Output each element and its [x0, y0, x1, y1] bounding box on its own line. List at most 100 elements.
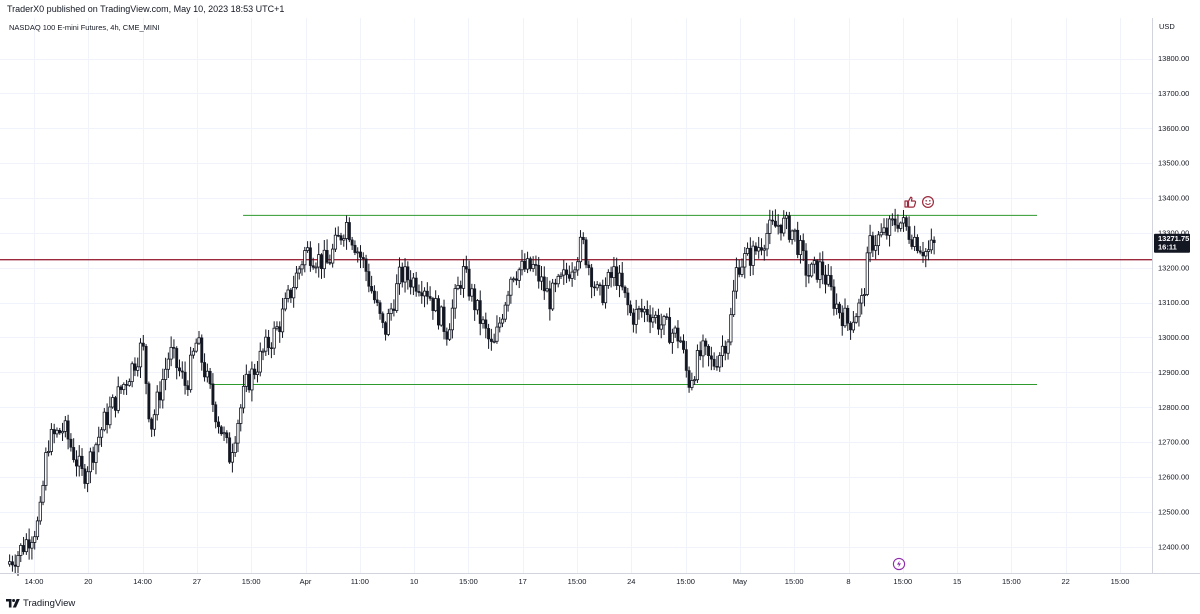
candle-body: [27, 539, 31, 549]
chart-area[interactable]: NASDAQ 100 E-mini Futures, 4h, CME_MINI …: [0, 18, 1200, 596]
candle-body: [612, 266, 616, 279]
candle-body: [328, 262, 332, 264]
candle-body: [437, 298, 440, 326]
candle-body: [629, 304, 633, 314]
candle-body: [233, 442, 237, 453]
candle-body: [344, 222, 349, 239]
candle-body: [509, 278, 513, 296]
candle-body: [172, 347, 176, 349]
candle-body: [835, 303, 839, 309]
price-tick-label: 13100.00: [1158, 298, 1189, 307]
candle-body: [690, 380, 694, 388]
candle-body: [214, 404, 218, 423]
price-tick-label: 12900.00: [1158, 368, 1189, 377]
candle-body: [147, 383, 151, 420]
candle-body: [745, 247, 750, 254]
candle-body: [386, 313, 390, 335]
candle-body: [133, 363, 137, 371]
candle-body: [275, 326, 279, 329]
symbol-legend: NASDAQ 100 E-mini Futures, 4h, CME_MINI: [9, 23, 159, 32]
candle-body: [411, 277, 416, 288]
candle-body: [258, 350, 262, 373]
time-tick-label: 14:00: [133, 577, 152, 586]
candle-body: [47, 451, 51, 453]
candle-body: [818, 261, 822, 280]
candle-body: [41, 485, 45, 503]
candle-body: [253, 368, 257, 375]
candle-body: [453, 288, 457, 309]
candles: [8, 208, 936, 576]
lightning-icon[interactable]: [892, 557, 906, 571]
current-price-badge: 13271.75 16:11: [1154, 233, 1190, 253]
candle-body: [425, 290, 429, 297]
candle-body: [709, 355, 713, 360]
candle-body: [464, 266, 468, 270]
time-axis[interactable]: 14:00 20 14:00 27 15:00 Apr 11:00 10 15:00 17 15:0…: [25, 577, 1130, 586]
candle-body: [55, 429, 59, 435]
candle-body: [531, 264, 535, 270]
candle-body: [907, 226, 911, 240]
candle-body: [534, 264, 538, 266]
candle-body: [723, 346, 727, 354]
tradingview-logo[interactable]: TradingView: [6, 598, 75, 609]
candle-body: [305, 247, 310, 251]
candle-body: [637, 308, 641, 310]
candle-body: [60, 430, 65, 434]
price-axis[interactable]: 13800.00 13700.00 13600.00 13500.00 13400.00…: [1158, 54, 1189, 551]
candlestick-chart[interactable]: NASDAQ 100 E-mini Futures, 4h, CME_MINI …: [0, 18, 1200, 596]
time-tick-label: 15:00: [893, 577, 912, 586]
candle-body: [601, 285, 605, 303]
candle-body: [642, 308, 647, 313]
candle-body: [297, 268, 301, 274]
candle-body: [447, 329, 452, 340]
candle-body: [682, 340, 685, 350]
candle-body: [562, 269, 566, 276]
candle-body: [22, 545, 26, 552]
candle-body: [676, 327, 680, 342]
candle-body: [461, 266, 466, 289]
candle-body: [665, 316, 669, 318]
price-tick-label: 12400.00: [1158, 542, 1189, 551]
publisher-info: TraderX0 published on TradingView.com, M…: [7, 4, 285, 14]
candle-body: [773, 220, 777, 227]
candle-body: [810, 263, 814, 277]
candle-body: [854, 316, 858, 323]
candle-body: [300, 264, 304, 270]
candle-body: [10, 561, 14, 566]
candle-body: [784, 215, 789, 219]
candle-body: [887, 218, 892, 236]
candle-body: [111, 397, 115, 408]
candle-body: [428, 296, 432, 299]
candle-body: [403, 266, 407, 283]
candle-body: [829, 275, 833, 288]
candle-body: [838, 303, 841, 314]
thumbs-up-icon[interactable]: [904, 196, 917, 208]
candle-body: [779, 225, 783, 234]
candle-body: [489, 338, 493, 342]
candle-body: [389, 308, 393, 314]
candle-body: [932, 239, 936, 243]
candle-body: [122, 384, 126, 391]
candle-body: [551, 282, 555, 310]
candle-body: [163, 368, 168, 380]
candle-body: [609, 272, 613, 278]
price-axis-unit: USD: [1159, 22, 1175, 31]
candle-body: [478, 300, 482, 324]
candle-body: [114, 397, 117, 411]
candle-body: [392, 308, 396, 311]
horizontal-lines[interactable]: [0, 214, 1152, 386]
tradingview-logo-icon: [6, 599, 20, 608]
candle-body: [851, 321, 855, 331]
candle-body: [250, 368, 254, 391]
candle-body: [211, 383, 215, 405]
candle-body: [790, 230, 794, 240]
candle-body: [217, 421, 220, 428]
candle-body: [514, 278, 518, 281]
smiley-icon[interactable]: [921, 195, 935, 209]
candle-body: [33, 536, 37, 543]
candle-body: [261, 350, 265, 353]
candle-body: [500, 318, 505, 324]
time-tick-label: May: [733, 577, 747, 586]
candle-body: [885, 227, 889, 236]
candle-body: [431, 298, 435, 311]
